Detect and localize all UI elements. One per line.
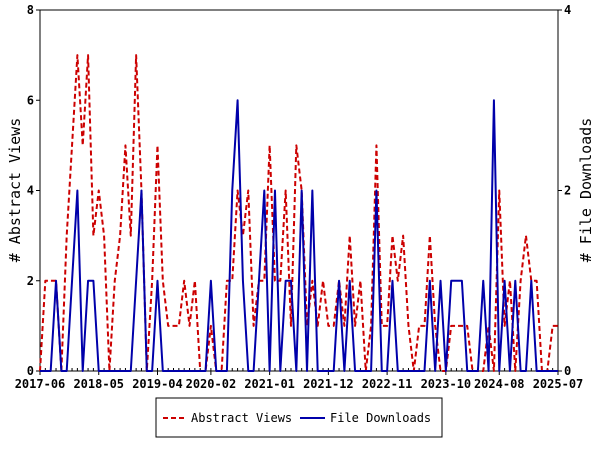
y-right-tick-label: 4 [564, 3, 571, 17]
y-left-tick-label: 2 [27, 274, 34, 288]
series-layer [39, 54, 558, 372]
y-right-tick-label: 2 [564, 184, 571, 198]
x-tick-label: 2022-11 [362, 377, 413, 391]
x-tick-label: 2020-02 [186, 377, 237, 391]
y-left-axis-ticks: 0 2 4 6 8 [27, 3, 40, 378]
y-right-axis-title: # File Downloads [577, 118, 595, 263]
x-tick-label: 2025-07 [533, 377, 584, 391]
y-left-tick-label: 0 [27, 364, 34, 378]
y-left-tick-label: 6 [27, 93, 34, 107]
x-tick-label: 2019-04 [132, 377, 183, 391]
series-line-abstract-views [39, 54, 558, 372]
y-right-axis-ticks: 0 2 4 [558, 3, 571, 378]
x-tick-label: 2018-05 [73, 377, 124, 391]
legend-label-file-downloads: File Downloads [330, 411, 431, 425]
legend-box [155, 397, 443, 438]
y-left-axis-title: # Abstract Views [6, 118, 24, 263]
x-axis-ticks: 2017-06 2018-05 2019-04 2020-02 2021-01 2021-… [15, 371, 584, 391]
y-left-tick-label: 4 [27, 184, 34, 198]
y-right-tick-label: 0 [564, 364, 571, 378]
x-tick-label: 2021-01 [244, 377, 295, 391]
x-tick-label: 2023-10 [421, 377, 472, 391]
y-left-tick-label: 8 [27, 3, 34, 17]
x-tick-label: 2017-06 [15, 377, 66, 391]
x-tick-label: 2021-12 [303, 377, 354, 391]
series-line-file-downloads [40, 99, 558, 372]
x-tick-label: 2024-08 [474, 377, 525, 391]
legend-label-abstract-views: Abstract Views [191, 411, 292, 425]
legend: Abstract Views File Downloads [155, 397, 443, 438]
